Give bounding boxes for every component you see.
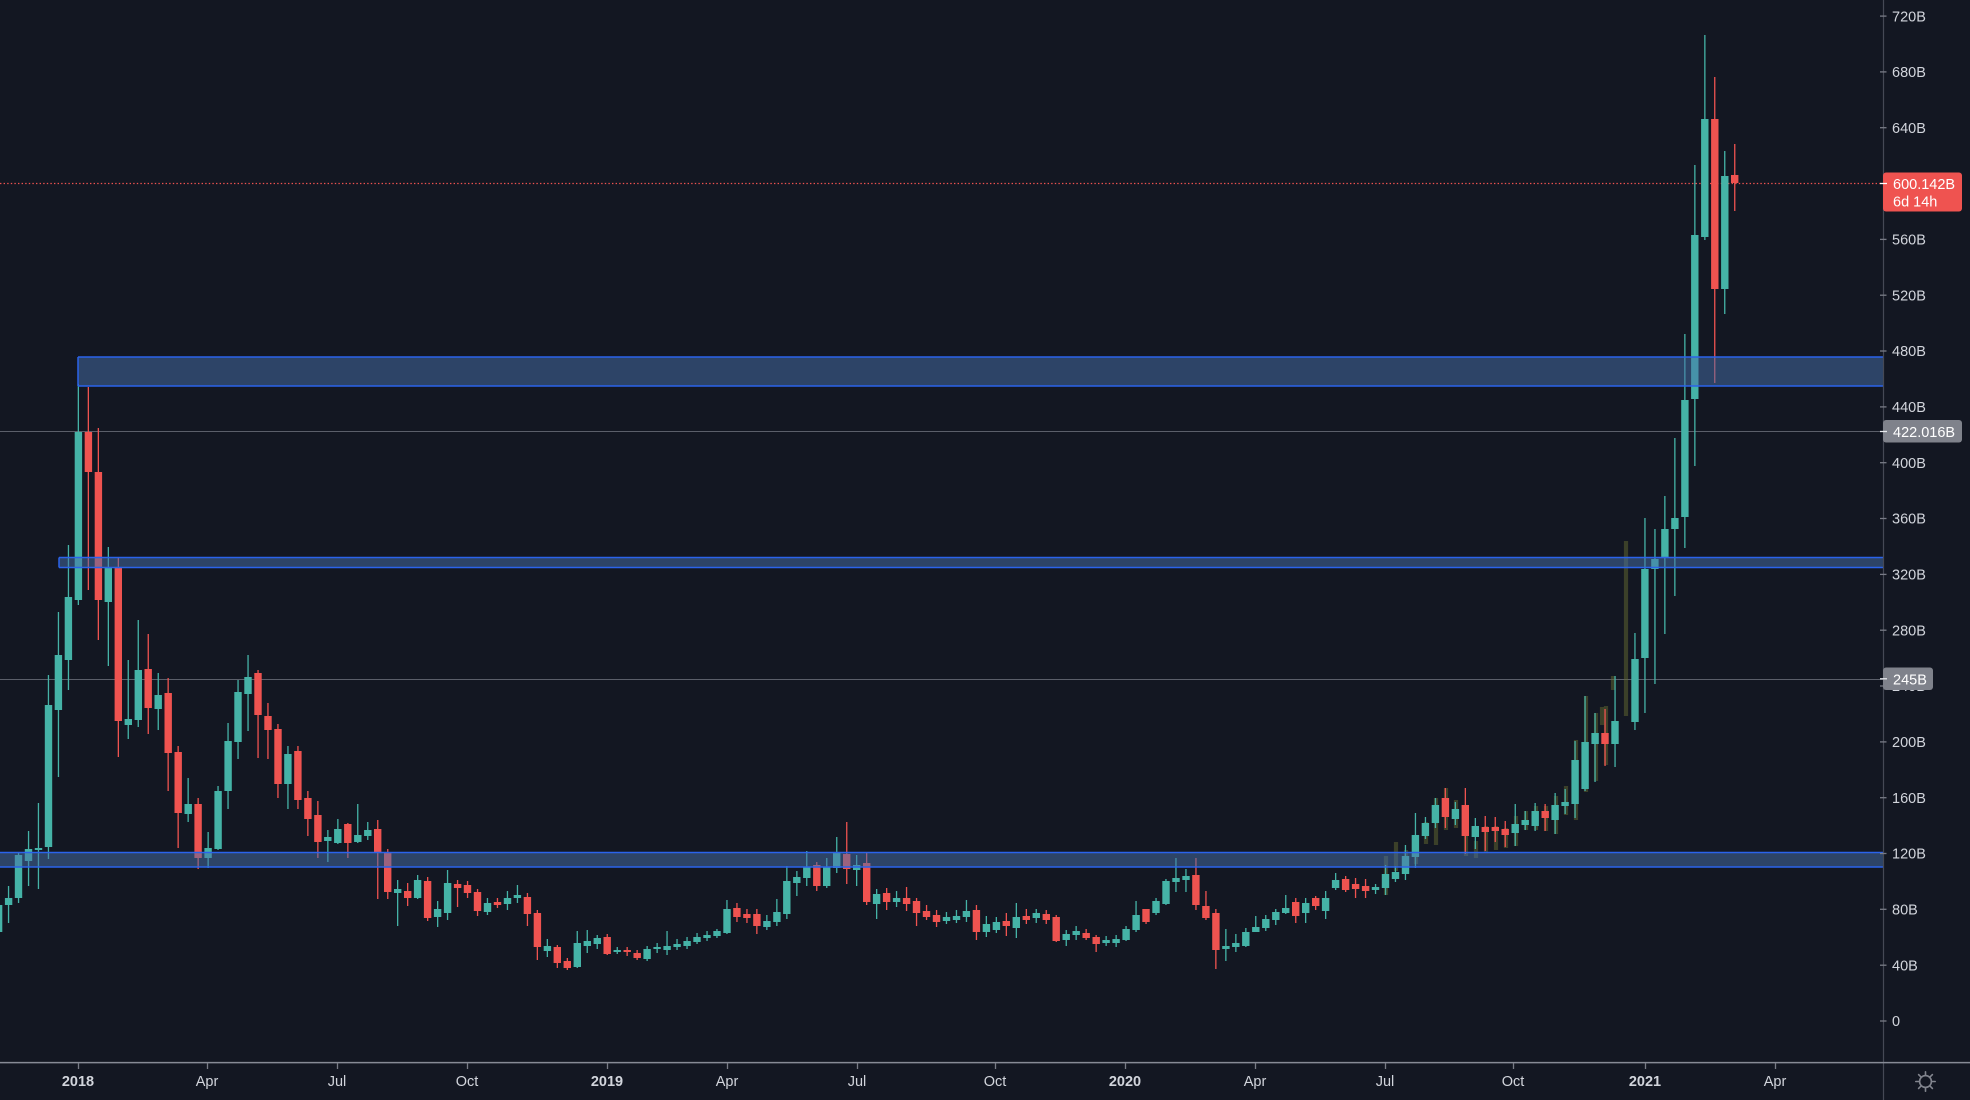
svg-text:400B: 400B [1892,456,1926,472]
svg-text:2018: 2018 [62,1074,94,1090]
svg-text:160B: 160B [1892,791,1926,807]
svg-text:245B: 245B [1893,672,1927,688]
svg-text:560B: 560B [1892,233,1926,249]
svg-text:440B: 440B [1892,400,1926,416]
svg-text:Jul: Jul [848,1074,867,1090]
svg-text:680B: 680B [1892,65,1926,81]
svg-text:480B: 480B [1892,344,1926,360]
svg-text:120B: 120B [1892,847,1926,863]
svg-text:640B: 640B [1892,121,1926,137]
svg-text:Apr: Apr [716,1074,739,1090]
svg-text:520B: 520B [1892,288,1926,304]
svg-text:200B: 200B [1892,735,1926,751]
svg-text:2020: 2020 [1109,1074,1141,1090]
svg-text:600.142B: 600.142B [1893,177,1955,193]
svg-text:Oct: Oct [1502,1074,1525,1090]
svg-text:720B: 720B [1892,9,1926,25]
svg-text:Jul: Jul [1376,1074,1395,1090]
svg-text:360B: 360B [1892,512,1926,528]
svg-text:2019: 2019 [591,1074,623,1090]
svg-text:Apr: Apr [1764,1074,1787,1090]
svg-text:40B: 40B [1892,958,1918,974]
svg-text:422.016B: 422.016B [1893,425,1955,441]
svg-text:80B: 80B [1892,903,1918,919]
svg-text:Apr: Apr [1244,1074,1267,1090]
svg-text:2021: 2021 [1629,1074,1661,1090]
svg-text:Oct: Oct [984,1074,1007,1090]
svg-text:Apr: Apr [196,1074,219,1090]
svg-text:280B: 280B [1892,623,1926,639]
svg-text:320B: 320B [1892,568,1926,584]
svg-text:Oct: Oct [456,1074,479,1090]
svg-text:6d 14h: 6d 14h [1893,195,1937,211]
svg-text:0: 0 [1892,1014,1900,1030]
svg-text:Jul: Jul [328,1074,347,1090]
